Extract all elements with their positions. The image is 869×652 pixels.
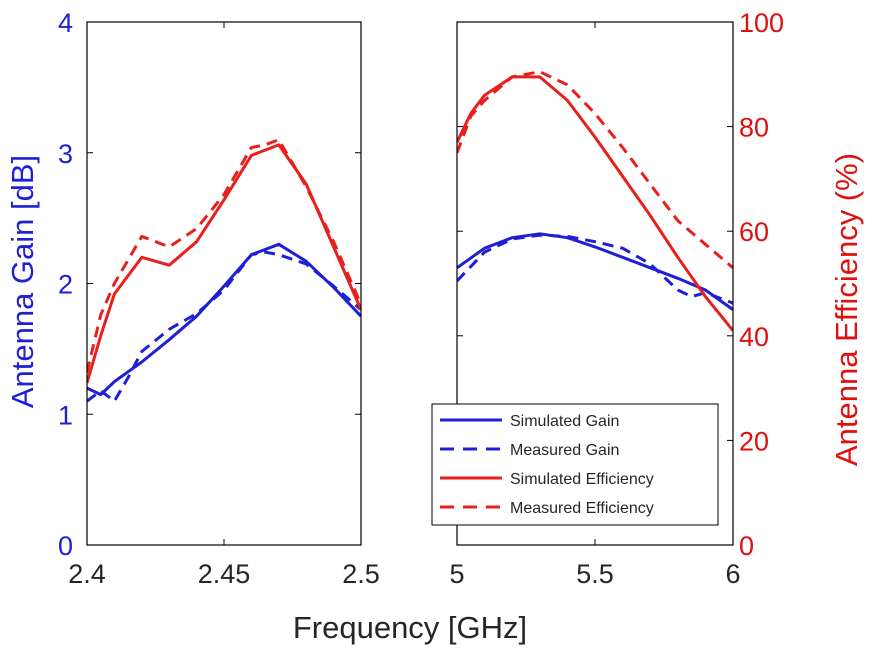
panel-5g-measured-gain-line [457, 233, 733, 305]
legend-label: Measured Efficiency [510, 500, 654, 517]
left-y-axis-label: Antenna Gain [dB] [5, 155, 40, 408]
left-ytick-label: 1 [58, 400, 73, 430]
right-ytick-label: 100 [739, 8, 784, 38]
panel-2g4-simulated-efficiency-line [87, 143, 361, 384]
panel-5g-measured-efficiency-line [457, 70, 733, 269]
panel-2g4-measured-efficiency-line [87, 138, 361, 373]
panel-5g-simulated-gain-line [457, 232, 733, 311]
panel-2g4-frame [86, 21, 362, 546]
panel-2g4-xtick-label: 2.5 [342, 559, 380, 589]
right-ytick-label: 0 [739, 531, 754, 561]
panel-5g-xtick-label: 5.5 [576, 559, 614, 589]
right-ytick-label: 60 [739, 217, 769, 247]
panel-2g4-series [87, 138, 361, 403]
panel-5g-xtick-label: 6 [725, 559, 740, 589]
panel-2g4-xtick-label: 2.4 [68, 559, 106, 589]
left-ytick-label: 3 [58, 139, 73, 169]
left-ytick-label: 0 [58, 531, 73, 561]
legend-label: Simulated Gain [510, 413, 619, 430]
panel-5g-series [457, 70, 733, 332]
x-axis-label: Frequency [GHz] [293, 610, 527, 645]
left-ytick-label: 2 [58, 270, 73, 300]
legend-box [431, 403, 719, 526]
panel-2g4-simulated-gain-line [87, 242, 361, 397]
legend-label: Measured Gain [510, 442, 619, 459]
right-ytick-label: 80 [739, 113, 769, 143]
right-ytick-label: 40 [739, 322, 769, 352]
panel-2g4-measured-gain-line [87, 250, 361, 403]
panel-2g4-xtick-label: 2.45 [198, 559, 251, 589]
left-ytick-label: 4 [58, 8, 73, 38]
legend-label: Simulated Efficiency [510, 471, 654, 488]
panel-5g-xtick-label: 5 [449, 559, 464, 589]
right-y-axis-label: Antenna Efficiency (%) [829, 153, 864, 466]
panel-5g-simulated-efficiency-line [457, 75, 733, 332]
right-ytick-label: 20 [739, 426, 769, 456]
